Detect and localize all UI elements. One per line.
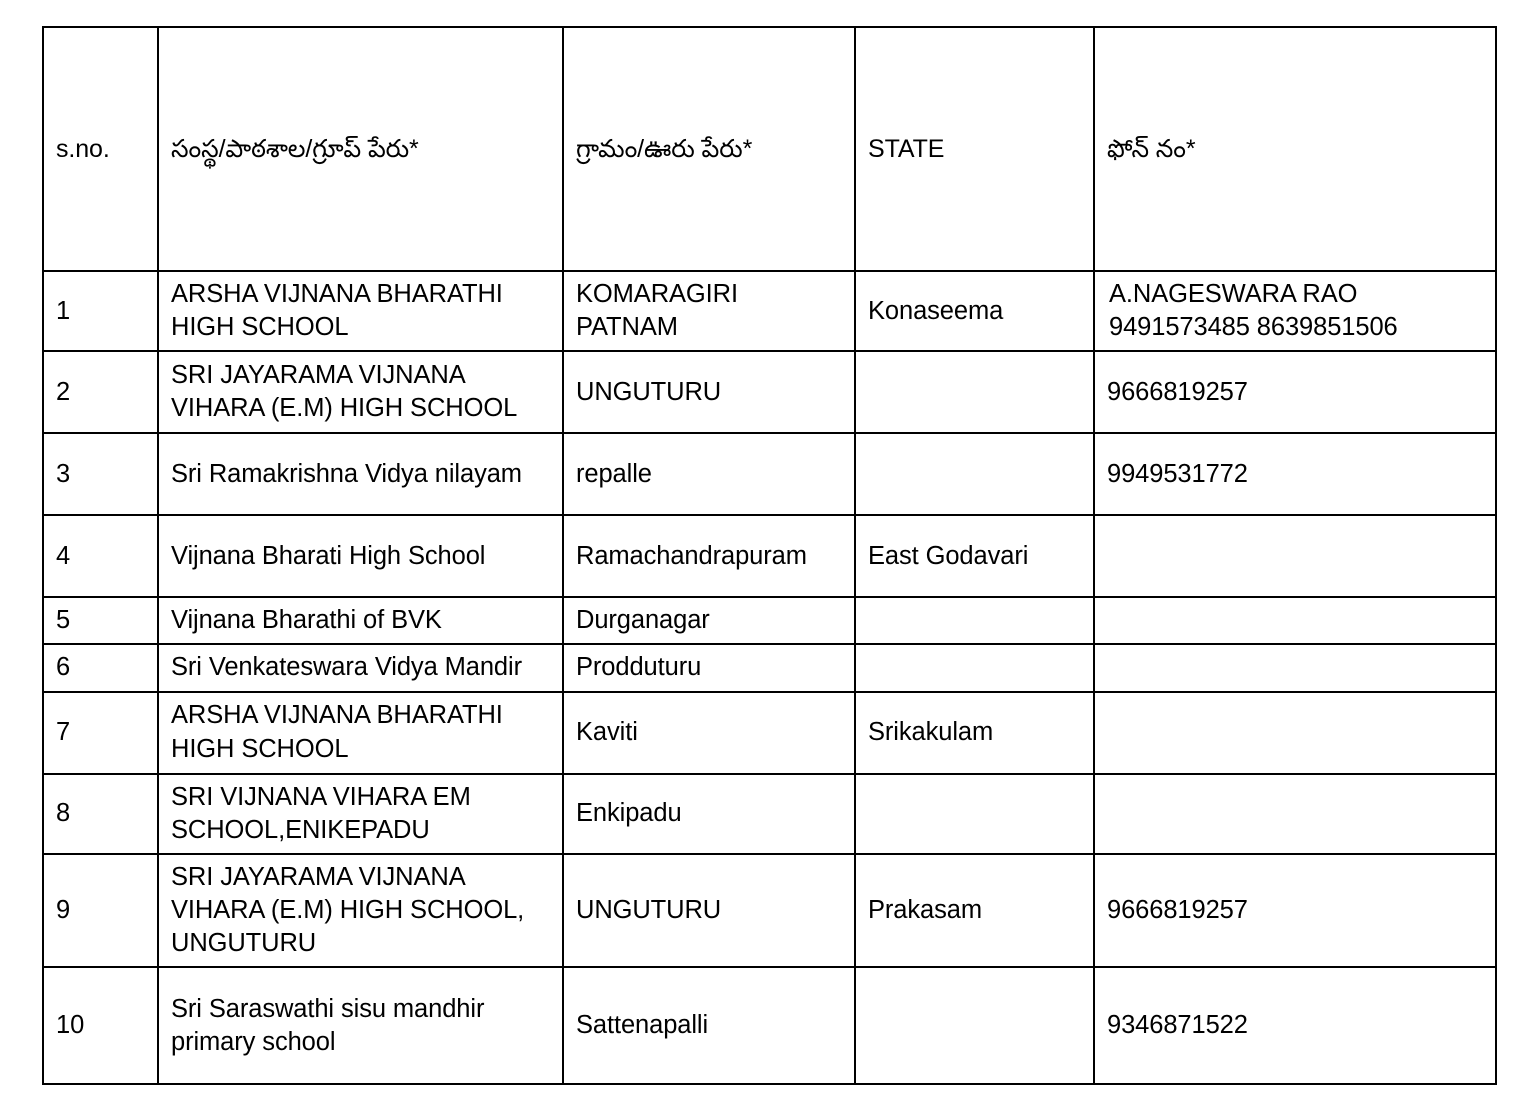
column-header-state: STATE bbox=[854, 26, 1095, 272]
cell-phone bbox=[1093, 596, 1497, 646]
cell-village-name: UNGUTURU bbox=[562, 350, 856, 435]
table-row: 10 Sri Saraswathi sisu mandhir primary sc… bbox=[42, 966, 1497, 1086]
cell-village-name: Kaviti bbox=[562, 690, 856, 775]
cell-school-name: Sri Ramakrishna Vidya nilayam bbox=[157, 432, 564, 517]
cell-village-name: Sattenapalli bbox=[562, 966, 856, 1086]
cell-school-name: ARSHA VIJNANA BHARATHI HIGH SCHOOL bbox=[157, 269, 564, 353]
cell-sno: 2 bbox=[42, 350, 159, 435]
table-row: 3 Sri Ramakrishna Vidya nilayam repalle 994… bbox=[42, 432, 1497, 517]
cell-phone: 9346871522 bbox=[1093, 966, 1497, 1086]
column-header-village: గ్రామం/ఊరు పేరు* bbox=[562, 26, 856, 272]
cell-sno: 5 bbox=[42, 596, 159, 646]
cell-village-name: repalle bbox=[562, 432, 856, 517]
table-row: 9 SRI JAYARAMA VIJNANA VIHARA (E.M) HIGH … bbox=[42, 852, 1497, 969]
column-header-school: సంస్థ/పాఠశాల/గ్రూప్ పేరు* bbox=[157, 26, 564, 272]
column-header-phone: ఫోన్ నం* bbox=[1093, 26, 1497, 272]
cell-phone: A.NAGESWARA RAO 9491573485 8639851506 bbox=[1093, 269, 1497, 353]
table-row: 6 Sri Venkateswara Vidya Mandir Prodduturu bbox=[42, 643, 1497, 693]
cell-state: Prakasam bbox=[854, 852, 1095, 969]
schools-table: s.no. సంస్థ/పాఠశాల/గ్రూప్ పేరు* గ్రామం/ఊ… bbox=[42, 26, 1497, 1086]
cell-village-name: Enkipadu bbox=[562, 772, 856, 855]
table-header: s.no. సంస్థ/పాఠశాల/గ్రూప్ పేరు* గ్రామం/ఊ… bbox=[42, 26, 1497, 272]
cell-sno: 8 bbox=[42, 772, 159, 855]
cell-phone bbox=[1093, 772, 1497, 855]
table-header-row: s.no. సంస్థ/పాఠశాల/గ్రూప్ పేరు* గ్రామం/ఊ… bbox=[42, 26, 1497, 272]
cell-school-name: ARSHA VIJNANA BHARATHI HIGH SCHOOL bbox=[157, 690, 564, 775]
table-row: 4 Vijnana Bharati High School Ramachandrap… bbox=[42, 514, 1497, 599]
cell-phone: 9949531772 bbox=[1093, 432, 1497, 517]
cell-phone: 9666819257 bbox=[1093, 350, 1497, 435]
cell-phone: 9666819257 bbox=[1093, 852, 1497, 969]
cell-school-name: Vijnana Bharati High School bbox=[157, 514, 564, 599]
cell-state bbox=[854, 966, 1095, 1086]
cell-school-name: SRI JAYARAMA VIJNANA VIHARA (E.M) HIGH S… bbox=[157, 350, 564, 435]
cell-school-name: SRI JAYARAMA VIJNANA VIHARA (E.M) HIGH S… bbox=[157, 852, 564, 969]
cell-phone bbox=[1093, 643, 1497, 693]
cell-sno: 9 bbox=[42, 852, 159, 969]
cell-state bbox=[854, 350, 1095, 435]
cell-state bbox=[854, 772, 1095, 855]
cell-sno: 6 bbox=[42, 643, 159, 693]
cell-state: East Godavari bbox=[854, 514, 1095, 599]
cell-school-name: SRI VIJNANA VIHARA EM SCHOOL,ENIKEPADU bbox=[157, 772, 564, 855]
cell-village-name: KOMARAGIRI PATNAM bbox=[562, 269, 856, 353]
cell-phone bbox=[1093, 690, 1497, 775]
column-header-sno: s.no. bbox=[42, 26, 159, 272]
table-row: 8 SRI VIJNANA VIHARA EM SCHOOL,ENIKEPADU E… bbox=[42, 772, 1497, 855]
cell-state bbox=[854, 596, 1095, 646]
cell-state bbox=[854, 432, 1095, 517]
cell-sno: 7 bbox=[42, 690, 159, 775]
cell-village-name: UNGUTURU bbox=[562, 852, 856, 969]
cell-school-name: Vijnana Bharathi of BVK bbox=[157, 596, 564, 646]
cell-sno: 4 bbox=[42, 514, 159, 599]
table-row: 2 SRI JAYARAMA VIJNANA VIHARA (E.M) HIGH … bbox=[42, 350, 1497, 435]
cell-village-name: Durganagar bbox=[562, 596, 856, 646]
cell-village-name: Ramachandrapuram bbox=[562, 514, 856, 599]
cell-sno: 1 bbox=[42, 269, 159, 353]
cell-phone bbox=[1093, 514, 1497, 599]
table-row: 5 Vijnana Bharathi of BVK Durganagar bbox=[42, 596, 1497, 646]
cell-state: Konaseema bbox=[854, 269, 1095, 353]
table-row: 1 ARSHA VIJNANA BHARATHI HIGH SCHOOL KOMAR… bbox=[42, 269, 1497, 353]
table-row: 7 ARSHA VIJNANA BHARATHI HIGH SCHOOL Kavit… bbox=[42, 690, 1497, 775]
table-body: 1 ARSHA VIJNANA BHARATHI HIGH SCHOOL KOMAR… bbox=[42, 269, 1497, 1086]
cell-sno: 10 bbox=[42, 966, 159, 1086]
cell-school-name: Sri Venkateswara Vidya Mandir bbox=[157, 643, 564, 693]
cell-state bbox=[854, 643, 1095, 693]
cell-state: Srikakulam bbox=[854, 690, 1095, 775]
cell-village-name: Prodduturu bbox=[562, 643, 856, 693]
cell-school-name: Sri Saraswathi sisu mandhir primary scho… bbox=[157, 966, 564, 1086]
cell-sno: 3 bbox=[42, 432, 159, 517]
